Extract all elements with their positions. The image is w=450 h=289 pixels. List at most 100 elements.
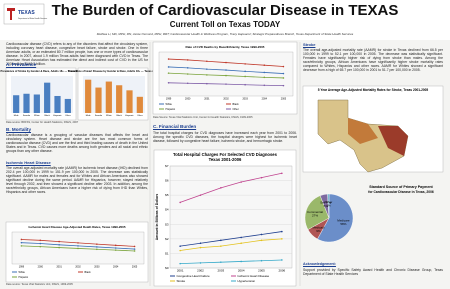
point xyxy=(240,242,242,245)
slice-value: 58% xyxy=(340,222,346,226)
bar xyxy=(85,79,92,113)
bar xyxy=(33,94,40,113)
bar xyxy=(136,96,143,113)
logo-mark xyxy=(7,8,15,20)
bar xyxy=(44,82,51,113)
bar xyxy=(116,85,123,113)
bar xyxy=(13,95,20,113)
legend-label: Ischemic Heart Disease xyxy=(238,274,270,278)
point xyxy=(240,236,242,239)
series-line xyxy=(180,259,282,265)
chart-title: Standard Source of Primary Payment xyxy=(369,185,433,189)
x-tick-label: 2002 xyxy=(75,266,81,269)
point xyxy=(282,77,285,79)
point xyxy=(220,239,222,242)
point xyxy=(244,63,246,65)
series-line xyxy=(180,238,282,251)
point xyxy=(263,84,266,87)
logo-subtext: Department of State Health Services xyxy=(18,17,47,20)
point xyxy=(133,248,136,250)
x-tick-label: 2001 xyxy=(204,98,210,101)
mortality-text: Cardiovascular disease is a grouping of … xyxy=(6,133,148,154)
section-heading: B. Mortality xyxy=(6,127,32,132)
bar xyxy=(105,81,112,113)
y-tick-label: $7 xyxy=(165,164,169,168)
x-tick-label: 2003 xyxy=(217,269,224,273)
map-region xyxy=(348,118,378,144)
point xyxy=(281,259,283,261)
bar xyxy=(95,87,102,113)
series-line xyxy=(180,172,282,203)
sub-heading: Stroke xyxy=(303,42,316,47)
bar xyxy=(64,98,71,113)
ack-heading: Acknowledgement: xyxy=(303,262,336,266)
point xyxy=(167,72,170,74)
x-tick-label: 2001 xyxy=(177,269,184,273)
chart-title: Total Hospital Charges For Selected CVD … xyxy=(173,152,278,157)
slice-label: Commercial xyxy=(307,210,323,214)
point xyxy=(179,201,181,204)
chart-subtitle: for Cardiovascular Disease in Texas, 200… xyxy=(368,190,434,194)
source-note: Data source: BRFSS, Center for Health St… xyxy=(6,121,79,124)
poster-subtitle: Current Toll on Texas TODAY xyxy=(170,20,281,29)
x-tick-label: 1999 xyxy=(166,98,172,101)
slice-value: 27% xyxy=(312,213,318,217)
legend-label: White xyxy=(19,271,26,274)
x-tick-label: 2003 xyxy=(94,266,100,269)
point xyxy=(77,242,79,244)
point xyxy=(114,249,117,251)
point xyxy=(225,83,227,85)
x-tick-label: White xyxy=(34,114,40,117)
point xyxy=(260,233,263,236)
y-tick-label: $1 xyxy=(165,251,169,255)
point xyxy=(282,84,285,87)
point xyxy=(20,241,23,244)
legend-label: Black xyxy=(233,103,240,106)
point xyxy=(206,60,208,63)
x-tick-label: Hispanic xyxy=(53,115,62,117)
stroke-text: The overall age-adjusted mortality rate … xyxy=(303,48,443,73)
point xyxy=(58,244,60,246)
intro-text: Cardiovascular disease (CVD) refers to a… xyxy=(6,42,148,67)
y-tick-label: $2 xyxy=(165,237,169,241)
point xyxy=(58,240,60,243)
point xyxy=(225,74,227,77)
x-tick-label: 2004 xyxy=(262,98,268,101)
x-tick-label: 2002 xyxy=(197,269,204,273)
point xyxy=(96,248,98,251)
ihd-text: The overall age-adjusted mortality rate … xyxy=(6,166,148,195)
point xyxy=(186,82,189,85)
legend-label: Hispanic xyxy=(166,108,176,111)
plot-area xyxy=(169,165,293,269)
x-tick-label: 2000 xyxy=(185,98,191,101)
y-tick-label: $6 xyxy=(165,179,169,183)
slice-value: 1% xyxy=(326,204,331,208)
point xyxy=(220,261,222,263)
point xyxy=(225,61,227,64)
point xyxy=(186,67,189,69)
sub-heading: Ischemic Heart Disease xyxy=(6,160,51,165)
point xyxy=(244,75,246,78)
y-tick-label: $5 xyxy=(165,193,169,197)
x-tick-label: 2004 xyxy=(238,269,245,273)
point xyxy=(58,246,60,249)
point xyxy=(281,230,283,233)
point xyxy=(199,194,202,196)
x-tick-label: White xyxy=(106,114,112,117)
point xyxy=(220,245,222,247)
point xyxy=(186,59,189,61)
point xyxy=(220,187,222,189)
x-tick-label: 2005 xyxy=(258,269,265,273)
chart-title: Ischemic Heart Disease Age-Adjusted Deat… xyxy=(28,225,125,229)
point xyxy=(77,247,79,250)
x-tick-label: Male xyxy=(86,115,92,117)
legend-label: Hypertension xyxy=(238,279,256,283)
x-tick-label: Other xyxy=(137,114,143,117)
bar xyxy=(23,93,30,113)
point xyxy=(225,69,227,71)
point xyxy=(179,249,181,252)
point xyxy=(96,246,98,248)
point xyxy=(167,82,170,84)
